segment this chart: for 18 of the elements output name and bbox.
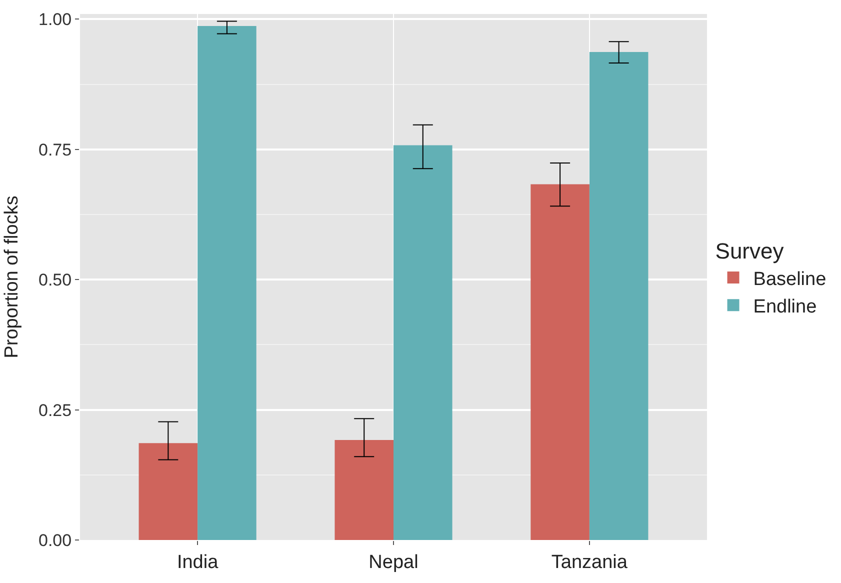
bar <box>138 443 198 540</box>
y-tick-label: 1.00 <box>38 10 72 30</box>
y-tick-label: 0.75 <box>38 140 72 160</box>
x-tick-label: India <box>176 552 219 573</box>
bar <box>334 440 394 540</box>
y-axis-title: Proportion of flocks <box>1 196 22 358</box>
x-tick-label: Tanzania <box>551 552 628 573</box>
legend-label: Baseline <box>753 268 826 290</box>
y-tick-label: 0.25 <box>38 400 72 420</box>
bar <box>589 52 648 540</box>
x-tick-label: Nepal <box>368 552 418 573</box>
y-tick-label: 0.50 <box>38 270 72 290</box>
legend-label: Endline <box>753 296 817 318</box>
bar <box>198 26 256 540</box>
y-tick-label: 0.00 <box>38 530 72 550</box>
bar <box>530 184 590 540</box>
legend-title: Survey <box>715 238 784 264</box>
bar <box>394 145 452 540</box>
